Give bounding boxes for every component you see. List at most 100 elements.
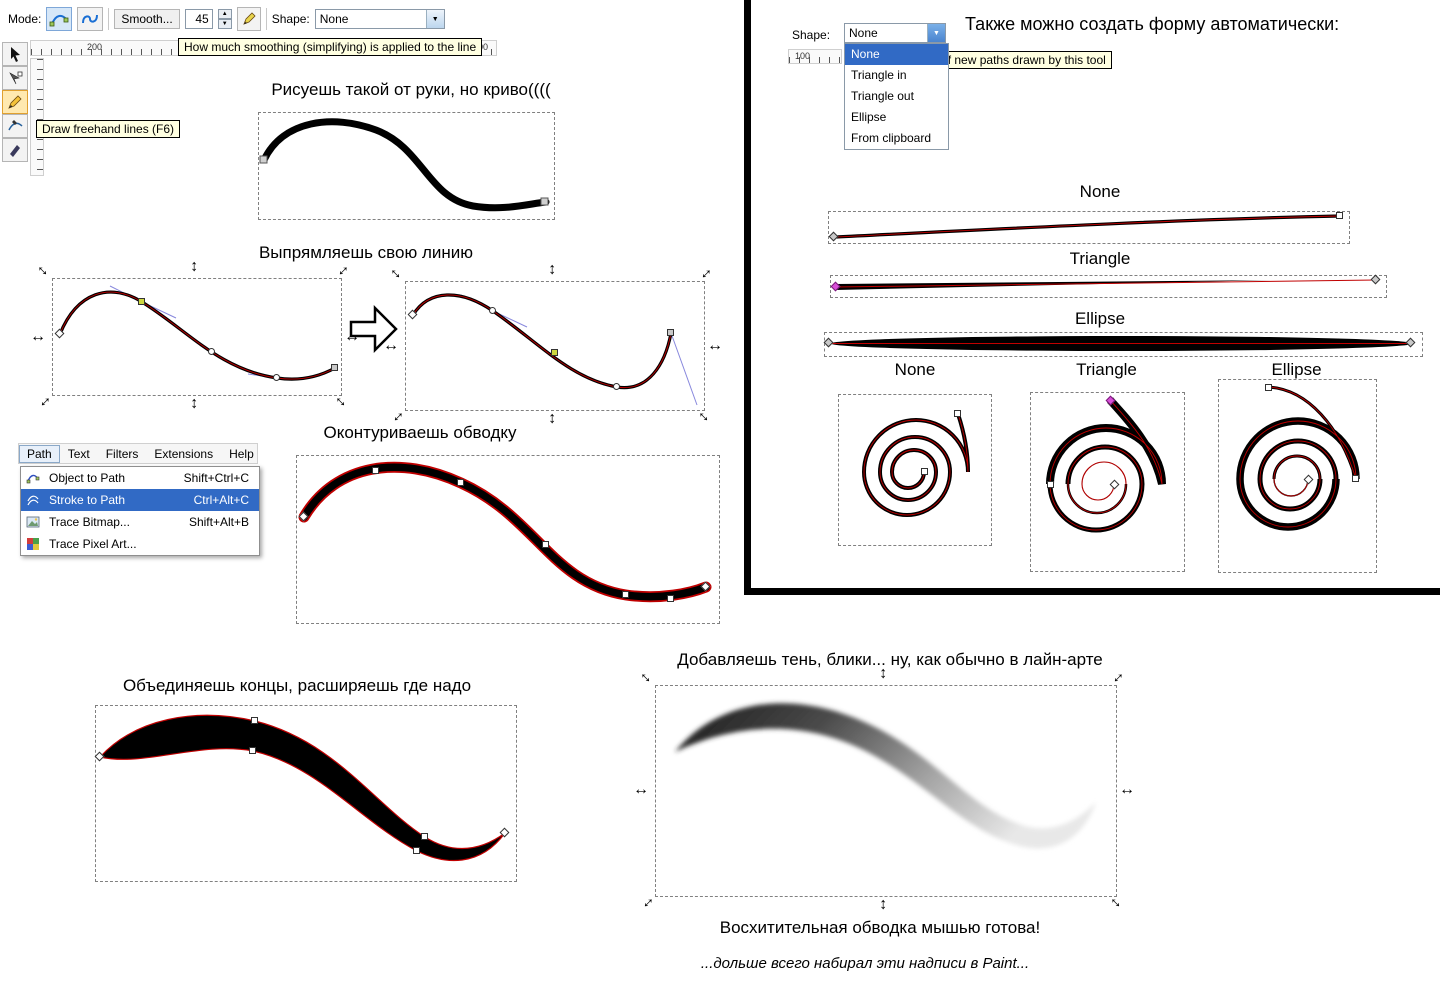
path-node[interactable] (1336, 212, 1343, 219)
freehand-curve-path[interactable] (260, 118, 550, 212)
dropdown-option-ellipse[interactable]: Ellipse (851, 110, 887, 124)
path-node[interactable] (457, 479, 464, 486)
menu-text[interactable]: Text (67, 446, 90, 461)
path-node-selected[interactable] (551, 349, 558, 356)
scale-handle-s[interactable]: ↔ (187, 395, 205, 412)
path-node[interactable] (667, 595, 674, 602)
smoothed-curve-path[interactable] (411, 293, 673, 390)
chevron-down-icon[interactable]: ▼ (425, 10, 444, 28)
smoothed-curve-path[interactable] (58, 290, 336, 381)
menu-filters[interactable]: Filters (105, 446, 139, 461)
joined-shape-path[interactable] (98, 714, 506, 861)
dropdown-option-triangle-out[interactable]: Triangle out (851, 89, 914, 103)
scale-handle-n[interactable]: ↔ (545, 261, 563, 278)
scale-handle-n[interactable]: ↔ (187, 258, 205, 275)
scale-handle-w[interactable]: ↔ (633, 781, 649, 798)
pencil-tool-button[interactable] (2, 90, 28, 114)
spin-down-button[interactable]: ▼ (217, 19, 232, 29)
path-node[interactable] (667, 329, 674, 336)
path-node[interactable] (1265, 384, 1272, 391)
scale-handle-ne[interactable]: ↔ (693, 260, 717, 285)
bezier-pen-tool-button[interactable] (2, 114, 28, 138)
scale-handle-e[interactable]: ↔ (344, 328, 360, 345)
scale-handle-e[interactable]: ↔ (1119, 781, 1135, 798)
spiral-segment[interactable] (1267, 385, 1358, 480)
pressure-toggle-button[interactable] (236, 7, 261, 31)
menu-item-trace-bitmap[interactable]: Trace Bitmap... Shift+Alt+B (21, 511, 259, 533)
smooth-value-field[interactable]: 45 (184, 9, 213, 29)
line-triangle-path[interactable] (836, 280, 1278, 290)
spiral-segment-thin[interactable] (1081, 461, 1127, 501)
selector-tool-button[interactable] (2, 42, 28, 66)
joined-shape-figure[interactable] (95, 705, 515, 880)
menu-item-stroke-to-path[interactable]: Stroke to Path Ctrl+Alt+C (21, 489, 259, 511)
path-node[interactable] (421, 833, 428, 840)
spiral-segment[interactable] (1236, 417, 1360, 531)
shape-combobox[interactable]: None ▼ (314, 9, 445, 29)
smoothed-curve-figure-left[interactable] (52, 278, 340, 394)
spiral-triangle-figure[interactable] (1030, 392, 1183, 570)
mode-regular-button[interactable] (46, 7, 73, 31)
spiral-segment[interactable] (1066, 483, 1128, 515)
spiral-none-figure[interactable] (838, 394, 990, 544)
dropdown-option-none[interactable]: None (845, 44, 948, 65)
shaded-stroke-path[interactable] (675, 703, 1096, 849)
path-node[interactable] (251, 717, 258, 724)
scale-handle-e[interactable]: ↔ (707, 337, 723, 354)
mode-spiro-button[interactable] (77, 7, 104, 31)
spiral-segment-thin[interactable] (1273, 478, 1309, 497)
smoothed-curve-figure-right[interactable] (405, 281, 703, 409)
line-ellipse-figure[interactable] (824, 332, 1421, 355)
scale-handle-nw[interactable]: ↔ (385, 260, 409, 285)
scale-handle-s[interactable]: ↔ (876, 896, 894, 913)
vertical-ruler[interactable] (30, 58, 44, 176)
outlined-stroke-figure[interactable] (296, 455, 718, 622)
calligraphy-tool-button[interactable] (2, 138, 28, 162)
spiral-segment[interactable] (1047, 444, 1145, 533)
path-node[interactable] (954, 410, 961, 417)
scale-handle-w[interactable]: ↔ (383, 337, 399, 354)
spin-up-button[interactable]: ▲ (217, 9, 232, 19)
line-none-path[interactable] (835, 214, 1341, 239)
scale-handle-n[interactable]: ↔ (876, 665, 894, 682)
path-node[interactable] (331, 364, 338, 371)
path-node[interactable] (542, 541, 549, 548)
spiral-segment[interactable] (1046, 397, 1166, 485)
path-end-node[interactable] (540, 197, 549, 206)
spiral-none-path[interactable] (861, 413, 970, 517)
path-node[interactable] (613, 383, 620, 390)
freehand-curve-figure[interactable] (258, 112, 553, 218)
menu-item-trace-pixel-art[interactable]: Trace Pixel Art... (21, 533, 259, 555)
path-node[interactable] (489, 307, 496, 314)
scale-handle-w[interactable]: ↔ (30, 328, 46, 345)
path-node[interactable] (622, 591, 629, 598)
path-node[interactable] (273, 374, 280, 381)
spiral-segment[interactable] (1257, 438, 1339, 512)
shaded-stroke-figure[interactable] (660, 690, 1110, 890)
path-node[interactable] (413, 847, 420, 854)
path-end-node[interactable] (259, 155, 268, 164)
dropdown-option-from-clipboard[interactable]: From clipboard (851, 131, 932, 145)
path-node[interactable] (208, 348, 215, 355)
shape-combobox-right[interactable]: None ▼ (844, 23, 946, 43)
menu-path[interactable]: Path (19, 444, 60, 463)
spiral-ellipse-figure[interactable] (1218, 379, 1375, 571)
path-node[interactable] (921, 468, 928, 475)
path-node[interactable] (1047, 481, 1054, 488)
menu-help[interactable]: Help (229, 446, 254, 461)
menu-item-object-to-path[interactable]: Object to Path Shift+Ctrl+C (21, 467, 259, 489)
outlined-stroke-path[interactable] (300, 463, 710, 601)
path-node[interactable] (372, 467, 379, 474)
scale-handle-nw[interactable]: ↔ (32, 257, 56, 282)
node-tool-button[interactable] (2, 66, 28, 90)
scale-handle-s[interactable]: ↔ (545, 410, 563, 427)
menu-extensions[interactable]: Extensions (154, 446, 214, 461)
path-node[interactable] (1352, 475, 1359, 482)
chevron-down-icon[interactable]: ▼ (927, 24, 945, 42)
line-none-figure[interactable] (828, 211, 1348, 242)
path-node-selected[interactable] (138, 298, 145, 305)
line-triangle-figure[interactable] (830, 275, 1385, 296)
path-node[interactable] (249, 747, 256, 754)
spiral-segment[interactable] (1272, 454, 1322, 480)
dropdown-option-triangle-in[interactable]: Triangle in (851, 68, 907, 82)
